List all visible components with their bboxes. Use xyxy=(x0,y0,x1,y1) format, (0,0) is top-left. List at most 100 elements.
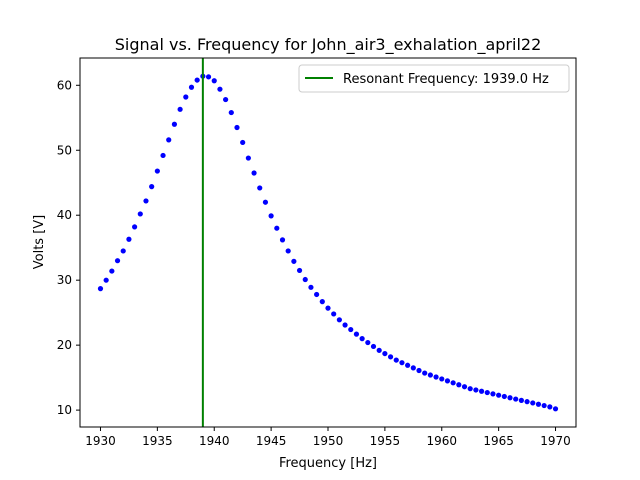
data-point xyxy=(217,86,223,92)
data-point xyxy=(530,400,536,406)
y-tick-label: 60 xyxy=(57,78,72,92)
data-point xyxy=(365,339,371,346)
data-point xyxy=(552,406,559,412)
chart-title: Signal vs. Frequency for John_air3_exhal… xyxy=(115,35,542,55)
data-point xyxy=(97,286,104,292)
data-point xyxy=(240,139,246,146)
data-point xyxy=(160,152,166,159)
data-point xyxy=(223,96,229,103)
data-point xyxy=(228,109,234,116)
x-axis: 1930 1935 1940 1945 1950 1955 1960 1965 1970 xyxy=(85,427,571,448)
data-point xyxy=(296,267,303,274)
x-tick-label: 1950 xyxy=(313,434,344,448)
y-axis: 10 20 30 40 50 60 xyxy=(57,78,80,417)
data-point xyxy=(450,380,456,386)
data-point xyxy=(120,248,126,254)
data-point xyxy=(501,393,507,400)
y-tick-label: 30 xyxy=(57,273,72,287)
data-point xyxy=(205,74,212,80)
y-tick-label: 20 xyxy=(57,338,72,352)
data-point xyxy=(387,354,394,360)
data-point xyxy=(274,225,280,231)
legend-box xyxy=(298,64,570,93)
data-point xyxy=(461,384,468,390)
data-point xyxy=(166,137,172,143)
data-point xyxy=(143,198,149,204)
data-point xyxy=(467,386,473,392)
data-point xyxy=(291,258,297,264)
data-point xyxy=(319,299,325,305)
data-point xyxy=(114,258,121,264)
data-point xyxy=(513,396,519,402)
data-point xyxy=(331,311,337,317)
data-point xyxy=(399,360,405,366)
data-point xyxy=(245,155,251,161)
data-point xyxy=(183,94,189,100)
data-point xyxy=(473,387,479,393)
data-point xyxy=(103,277,109,283)
x-tick-label: 1955 xyxy=(370,434,401,448)
data-point xyxy=(547,404,553,410)
data-point xyxy=(314,291,320,298)
data-point xyxy=(535,401,542,407)
data-point xyxy=(154,168,160,174)
data-point xyxy=(484,389,490,396)
data-point xyxy=(171,121,178,127)
x-axis-label: Frequency [Hz] xyxy=(279,456,377,471)
data-point xyxy=(149,184,155,190)
data-point xyxy=(188,84,195,90)
data-point xyxy=(137,211,143,217)
x-tick-label: 1970 xyxy=(540,434,571,448)
axes-frame xyxy=(79,57,577,428)
data-point xyxy=(478,388,485,394)
data-point xyxy=(234,124,240,131)
data-point xyxy=(336,317,342,323)
data-point xyxy=(433,374,439,380)
plot-area xyxy=(97,58,559,427)
data-point xyxy=(444,378,451,384)
data-point xyxy=(285,248,291,254)
data-point xyxy=(422,370,428,376)
data-point xyxy=(490,391,496,397)
data-point xyxy=(496,392,502,398)
y-tick-label: 50 xyxy=(57,143,72,157)
data-point xyxy=(427,372,433,378)
data-point xyxy=(382,350,388,357)
x-tick-label: 1945 xyxy=(256,434,287,448)
data-point xyxy=(325,305,331,311)
data-point xyxy=(456,382,462,388)
x-tick-label: 1940 xyxy=(199,434,230,448)
data-point xyxy=(342,322,348,328)
data-point xyxy=(177,106,183,112)
legend: Resonant Frequency: 1939.0 Hz xyxy=(298,64,570,93)
legend-label: Resonant Frequency: 1939.0 Hz xyxy=(343,72,549,87)
data-point xyxy=(439,376,445,382)
data-point xyxy=(405,362,411,368)
data-point xyxy=(109,268,115,274)
data-point xyxy=(370,343,377,350)
data-point xyxy=(376,347,382,353)
x-tick-label: 1960 xyxy=(426,434,457,448)
data-point xyxy=(524,399,530,405)
data-point xyxy=(194,77,200,83)
data-point xyxy=(211,78,217,84)
data-point xyxy=(518,397,524,403)
data-point xyxy=(279,237,286,243)
data-point xyxy=(251,170,257,176)
y-tick-label: 10 xyxy=(57,403,72,417)
x-tick-label: 1930 xyxy=(85,434,116,448)
data-point xyxy=(353,331,360,337)
x-tick-label: 1965 xyxy=(483,434,514,448)
data-point xyxy=(416,367,422,374)
data-point xyxy=(302,276,308,283)
y-axis-label: Volts [V] xyxy=(32,215,47,270)
data-point xyxy=(132,224,138,230)
data-point xyxy=(393,357,399,363)
data-point xyxy=(359,336,365,342)
data-point xyxy=(541,402,547,409)
data-point xyxy=(262,199,269,205)
x-tick-label: 1935 xyxy=(142,434,173,448)
data-point xyxy=(348,326,354,333)
data-point xyxy=(410,365,416,371)
data-point xyxy=(507,395,513,401)
